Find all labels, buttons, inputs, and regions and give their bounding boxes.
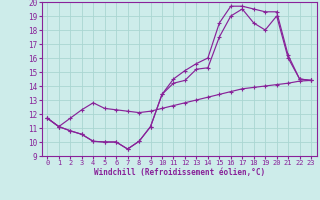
X-axis label: Windchill (Refroidissement éolien,°C): Windchill (Refroidissement éolien,°C) <box>94 168 265 177</box>
